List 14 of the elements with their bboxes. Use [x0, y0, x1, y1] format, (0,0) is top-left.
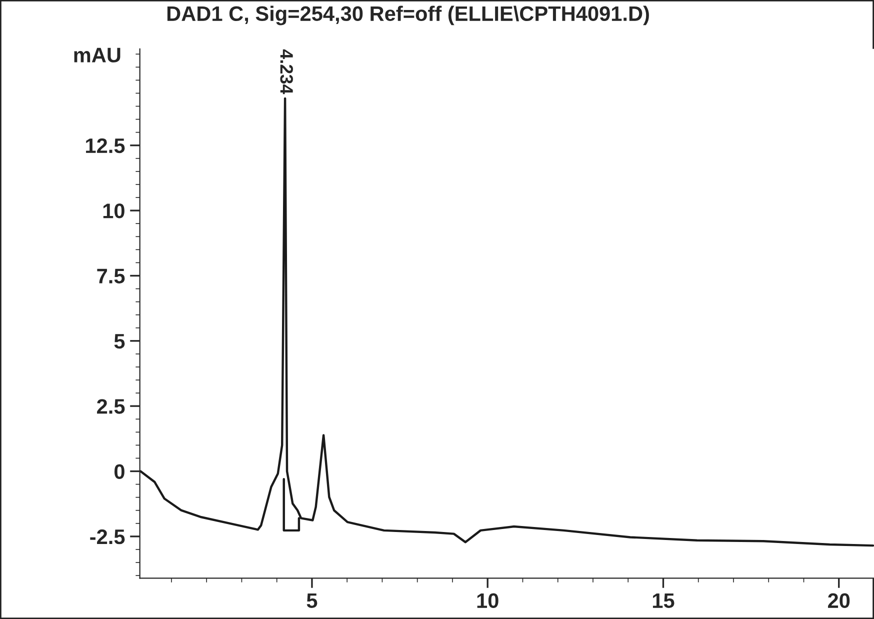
y-tick-label: 5 — [114, 334, 125, 349]
x-tick-label: 15 — [652, 593, 674, 608]
annotation: 4.234 — [280, 49, 293, 94]
y-tick-label: 7.5 — [97, 268, 125, 284]
y-tick-label: -2.5 — [90, 529, 125, 544]
y-axis-title: mAU — [74, 48, 120, 62]
x-tick-label: 5 — [306, 593, 318, 608]
x-tick-label: 20 — [828, 593, 850, 608]
y-tick-label: 10 — [103, 204, 124, 218]
y-tick-label: 12.5 — [86, 138, 125, 154]
y-tick-label: 0 — [114, 464, 124, 480]
y-tick-label: 2.5 — [97, 399, 125, 414]
x-tick-label: 10 — [477, 593, 498, 608]
chart-title: DAD1 C, Sig=254,30 Ref=off (ELLIE\CPTH4091.D) — [167, 6, 649, 26]
